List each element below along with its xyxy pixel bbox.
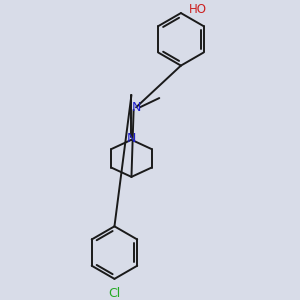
Text: HO: HO <box>189 4 207 16</box>
Text: N: N <box>131 101 141 114</box>
Text: N: N <box>127 132 136 145</box>
Text: Cl: Cl <box>108 286 121 300</box>
